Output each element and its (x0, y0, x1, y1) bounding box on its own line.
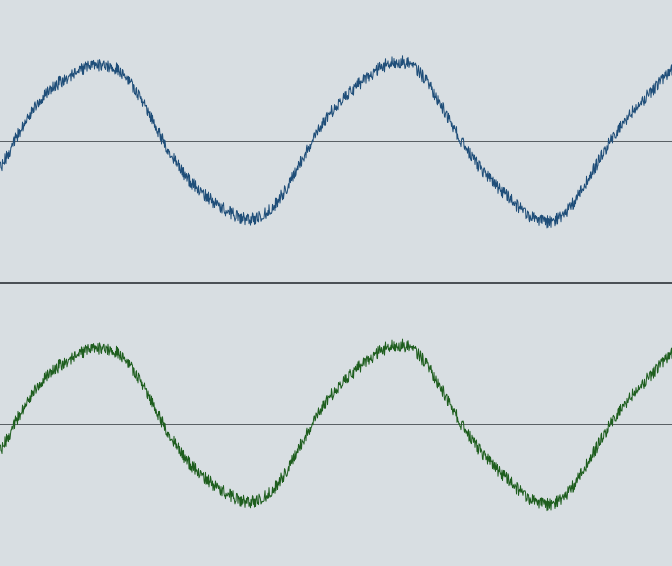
waveform-display-track-2[interactable] (0, 284, 672, 566)
waveform-display-track-1[interactable] (0, 0, 672, 283)
track-divider[interactable] (0, 282, 672, 284)
audio-track-1[interactable] (0, 0, 672, 283)
waveform-track-1 (0, 55, 672, 229)
waveform-track-2 (0, 338, 672, 512)
audio-track-2[interactable] (0, 284, 672, 566)
